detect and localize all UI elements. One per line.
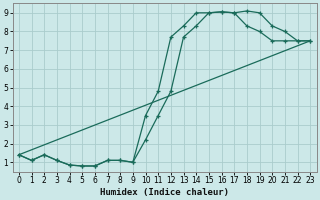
X-axis label: Humidex (Indice chaleur): Humidex (Indice chaleur) [100,188,229,197]
